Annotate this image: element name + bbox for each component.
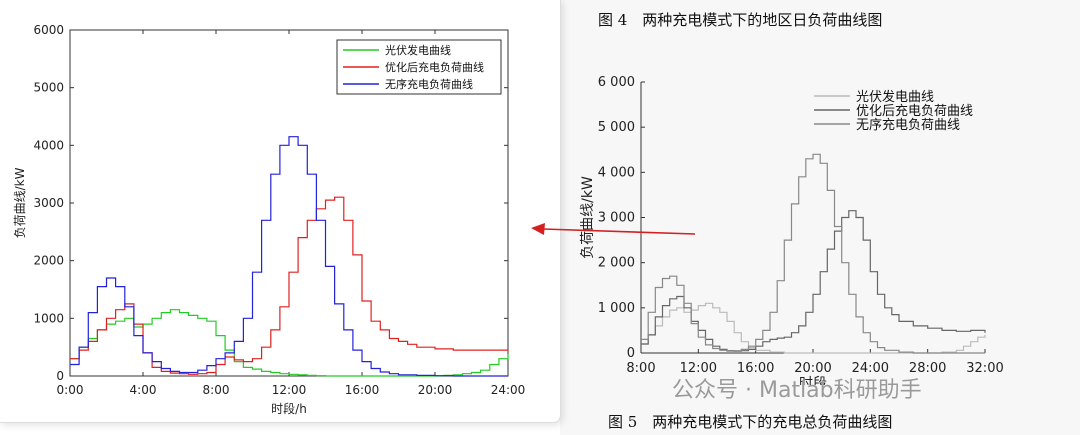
y-axis-label: 负荷曲线/kW xyxy=(580,176,596,259)
red-arrow xyxy=(531,223,696,235)
chart-right: 0 1 000 2 000 3 000 4 000 5 000 6 000 8:00 12:00… xyxy=(580,75,1004,385)
y-tick-label: 6000 xyxy=(33,23,64,37)
x-tick-label: 0:00 xyxy=(57,383,84,397)
x-tick-label: 20:00 xyxy=(794,361,831,376)
x-tick-label: 20:00 xyxy=(418,383,453,397)
x-axis-label: 时段/h xyxy=(271,401,307,416)
left-figure-panel: 0 1000 2000 3000 4000 5000 6000 0:00 4:00 8:00 12:… xyxy=(0,0,561,423)
x-tick-label: 16:00 xyxy=(737,361,774,376)
legend-label-1: 光伏发电曲线 xyxy=(856,89,934,105)
fig5-caption: 图 5 两种充电模式下的充电总负荷曲线图 xyxy=(608,413,893,431)
y-tick-label: 4000 xyxy=(33,138,64,152)
series-line-1 xyxy=(70,309,509,377)
x-axis-label: 时段 xyxy=(799,376,827,385)
y-tick-label: 3000 xyxy=(33,196,64,210)
y-tick-label: 0 xyxy=(56,369,64,383)
series-line-2 xyxy=(70,196,509,375)
y-tick-label: 1000 xyxy=(33,311,64,325)
x-tick-label: 16:00 xyxy=(345,383,380,397)
y-tick-label: 5 000 xyxy=(598,120,635,135)
x-tick-label: 8:00 xyxy=(203,383,230,397)
legend-label-3: 无序充电负荷曲线 xyxy=(385,77,473,91)
x-tick-label: 28:00 xyxy=(909,361,946,376)
y-tick-label: 0 xyxy=(627,346,635,361)
x-tick-label: 24:00 xyxy=(852,361,889,376)
y-tick-label: 3 000 xyxy=(598,211,635,226)
arrow-line xyxy=(542,228,696,235)
y-tick-label: 4 000 xyxy=(598,165,635,180)
y-axis-label: 负荷曲线/kW xyxy=(13,167,27,238)
x-tick-label: 12:00 xyxy=(680,361,717,376)
series-line-3 xyxy=(641,153,985,354)
series-line-3 xyxy=(70,136,508,377)
series-line-1 xyxy=(641,302,986,354)
x-tick-label: 8:00 xyxy=(626,361,655,376)
x-tick-label: 24:00 xyxy=(491,383,526,397)
y-tick-label: 5000 xyxy=(33,81,64,95)
legend-label-2: 优化后充电负荷曲线 xyxy=(856,103,973,119)
x-tick-label: 12:00 xyxy=(272,383,307,397)
watermark-text: 公众号 · Matlab科研助手 xyxy=(672,378,922,403)
arrow-head xyxy=(531,223,545,235)
y-tick-label: 6 000 xyxy=(598,75,635,90)
fig4-caption: 图 4 两种充电模式下的地区日负荷曲线图 xyxy=(598,11,883,29)
y-tick-label: 2000 xyxy=(33,254,64,268)
y-tick-label: 2 000 xyxy=(598,256,635,271)
x-tick-label: 4:00 xyxy=(130,383,157,397)
chart-left: 0 1000 2000 3000 4000 5000 6000 0:00 4:00 8:00 12:… xyxy=(13,23,526,416)
right-background xyxy=(560,0,1080,435)
legend-label-3: 无序充电负荷曲线 xyxy=(856,117,960,133)
legend-label-1: 光伏发电曲线 xyxy=(385,43,451,57)
x-tick-label: 32:00 xyxy=(966,361,1003,376)
legend-label-2: 优化后充电负荷曲线 xyxy=(385,60,484,74)
y-tick-label: 1 000 xyxy=(598,301,635,316)
